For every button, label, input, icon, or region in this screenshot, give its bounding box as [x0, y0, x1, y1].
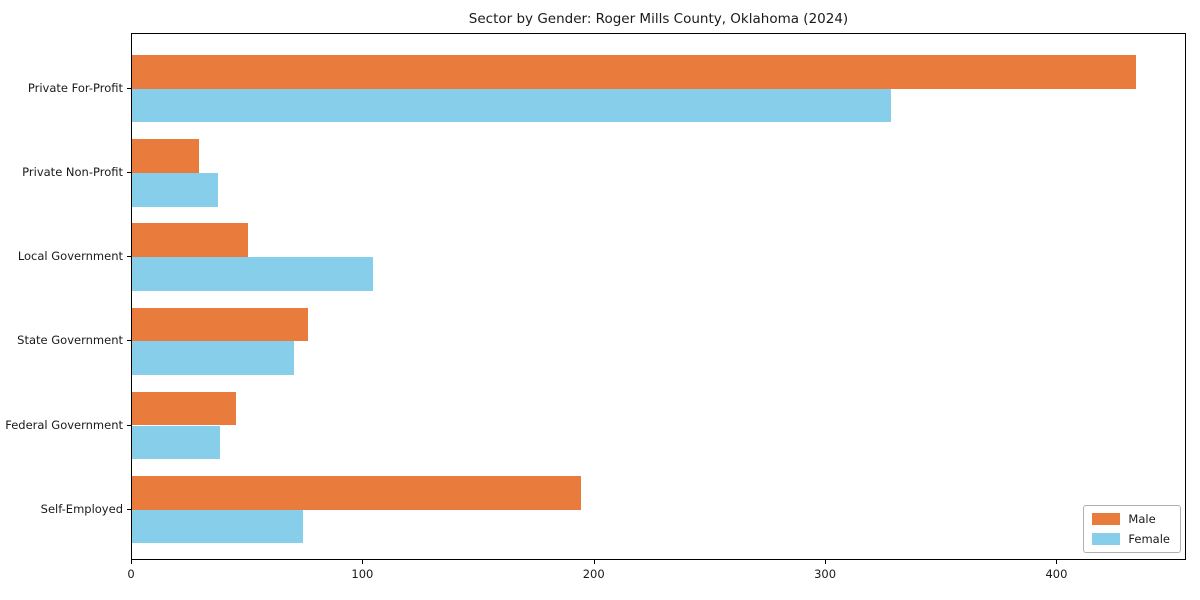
ytick-mark-local-government: [127, 256, 131, 258]
xtick-label-200: 200: [582, 567, 605, 581]
legend-item-male: Male: [1092, 512, 1170, 526]
bar-male-private-non-profit: [132, 139, 200, 173]
xtick-mark-300: [825, 560, 827, 564]
ytick-mark-private-for-profit: [127, 87, 131, 89]
bar-female-federal-government: [132, 425, 220, 460]
chart-title: Sector by Gender: Roger Mills County, Ok…: [468, 11, 849, 27]
ytick-mark-self-employed: [127, 508, 131, 510]
xtick-label-0: 0: [127, 567, 135, 581]
legend-item-female: Female: [1092, 532, 1170, 546]
xtick-label-400: 400: [1045, 567, 1068, 581]
ytick-label-federal-government: Federal Government: [5, 417, 123, 432]
ytick-mark-federal-government: [127, 424, 131, 426]
bar-female-state-government: [132, 341, 294, 375]
legend: Male Female: [1083, 505, 1181, 553]
legend-label-male: Male: [1128, 512, 1156, 526]
xtick-mark-400: [1056, 560, 1058, 564]
xtick-mark-200: [593, 560, 595, 564]
ytick-label-state-government: State Government: [17, 333, 123, 348]
xtick-label-300: 300: [814, 567, 837, 581]
ytick-mark-private-non-profit: [127, 171, 131, 173]
bar-male-federal-government: [132, 391, 237, 426]
ytick-label-private-non-profit: Private Non-Profit: [22, 164, 123, 179]
xtick-mark-100: [362, 560, 364, 564]
plot-area: Male Female: [131, 33, 1186, 560]
bar-male-private-for-profit: [132, 55, 1137, 89]
xtick-label-100: 100: [351, 567, 374, 581]
bar-male-state-government: [132, 307, 308, 342]
bar-female-private-non-profit: [132, 172, 218, 207]
legend-swatch-female: [1092, 533, 1121, 545]
xtick-mark-0: [131, 560, 132, 564]
bar-female-self-employed: [132, 509, 304, 544]
legend-swatch-male: [1092, 513, 1121, 525]
bar-female-private-for-profit: [132, 88, 891, 123]
bar-male-self-employed: [132, 476, 581, 510]
ytick-label-local-government: Local Government: [17, 249, 123, 264]
bar-female-local-government: [132, 257, 373, 291]
legend-label-female: Female: [1128, 532, 1170, 546]
ytick-mark-state-government: [127, 340, 131, 342]
ytick-label-private-for-profit: Private For-Profit: [27, 80, 123, 95]
bar-male-local-government: [132, 223, 248, 258]
ytick-label-self-employed: Self-Employed: [40, 501, 123, 516]
